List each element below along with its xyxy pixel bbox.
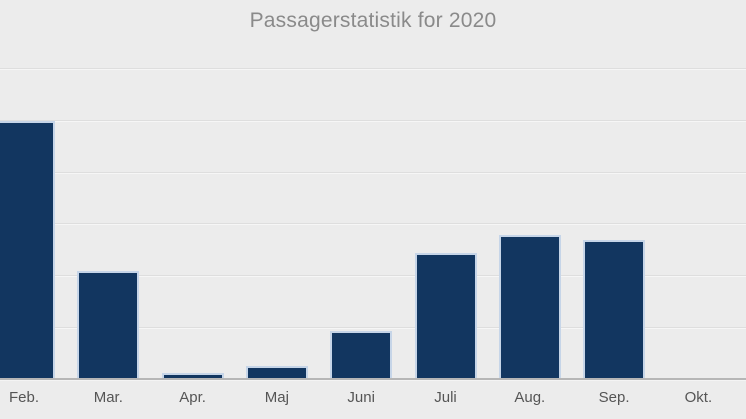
x-axis-label-apr: Apr. [179,389,206,406]
x-axis-label-sep: Sep. [598,389,630,406]
bar-juli[interactable] [414,253,477,378]
gridline [0,327,746,329]
bar-maj[interactable] [245,366,308,378]
chart-title: Passagerstatistik for 2020 [249,9,497,32]
gridline [0,119,746,122]
gridline [0,68,746,70]
bar-aug[interactable] [498,235,561,378]
bar-apr[interactable] [161,373,224,378]
bar-sep[interactable] [583,240,646,378]
x-axis-label-aug: Aug. [514,389,546,406]
x-axis-line [0,378,746,381]
gridline [0,171,746,174]
x-axis-label-okt: Okt. [684,389,713,406]
x-axis-label-juli: Juli [434,389,457,406]
x-axis-label-feb: Feb. [8,389,39,406]
gridline [0,275,746,278]
x-axis-label-mar: Mar. [93,389,123,406]
gridline [0,223,746,226]
x-axis-label-maj: Maj [264,389,289,406]
x-axis-label-juni: Juni [347,389,375,406]
bar-mar[interactable] [77,271,140,378]
bar-juni[interactable] [330,331,393,378]
bar-feb[interactable] [0,121,55,378]
